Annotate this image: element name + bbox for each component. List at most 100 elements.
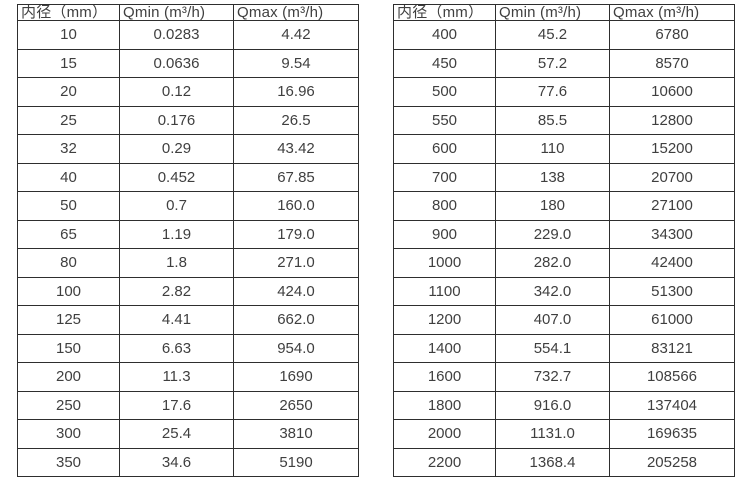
cell-diameter: 1600	[393, 362, 496, 392]
header-qmin: Qmin (m³/h)	[119, 4, 234, 21]
cell-qmax: 108566	[609, 362, 735, 392]
cell-diameter: 450	[393, 48, 496, 78]
table-body-large: 400 45.2 6780 450 57.2 8570 500 77.6 10600 550 85.…	[393, 20, 735, 477]
cell-qmin: 407.0	[495, 305, 610, 335]
cell-qmin: 85.5	[495, 105, 610, 135]
header-row: 内径（mm） Qmin (m³/h) Qmax (m³/h)	[17, 4, 359, 21]
cell-qmin: 25.4	[119, 419, 234, 449]
cell-qmax: 179.0	[233, 219, 359, 249]
table-row: 700 138 20700	[393, 162, 735, 192]
cell-qmax: 160.0	[233, 191, 359, 221]
cell-qmax: 137404	[609, 390, 735, 420]
cell-diameter: 15	[17, 48, 120, 78]
cell-qmax: 34300	[609, 219, 735, 249]
cell-qmax: 10600	[609, 77, 735, 107]
header-diameter: 内径（mm）	[393, 4, 496, 21]
cell-qmin: 1131.0	[495, 419, 610, 449]
cell-qmin: 77.6	[495, 77, 610, 107]
cell-qmax: 12800	[609, 105, 735, 135]
cell-diameter: 100	[17, 276, 120, 306]
cell-qmin: 342.0	[495, 276, 610, 306]
cell-qmax: 271.0	[233, 248, 359, 278]
cell-diameter: 800	[393, 191, 496, 221]
table-row: 40 0.452 67.85	[17, 162, 359, 192]
cell-qmax: 83121	[609, 333, 735, 363]
cell-qmax: 3810	[233, 419, 359, 449]
cell-qmax: 1690	[233, 362, 359, 392]
cell-diameter: 200	[17, 362, 120, 392]
table-row: 2200 1368.4 205258	[393, 447, 735, 477]
cell-qmax: 2650	[233, 390, 359, 420]
cell-diameter: 65	[17, 219, 120, 249]
cell-diameter: 900	[393, 219, 496, 249]
flow-table-small-diameters: 内径（mm） Qmin (m³/h) Qmax (m³/h) 10 0.0283 4…	[17, 4, 359, 477]
cell-qmin: 554.1	[495, 333, 610, 363]
cell-qmin: 4.41	[119, 305, 234, 335]
cell-qmax: 424.0	[233, 276, 359, 306]
flow-table-large-diameters: 内径（mm） Qmin (m³/h) Qmax (m³/h) 400 45.2 67…	[393, 4, 735, 477]
header-qmax: Qmax (m³/h)	[233, 4, 359, 21]
cell-qmin: 0.176	[119, 105, 234, 135]
cell-diameter: 20	[17, 77, 120, 107]
cell-qmax: 954.0	[233, 333, 359, 363]
table-row: 500 77.6 10600	[393, 77, 735, 107]
cell-diameter: 300	[17, 419, 120, 449]
table-row: 450 57.2 8570	[393, 48, 735, 78]
cell-qmin: 0.452	[119, 162, 234, 192]
cell-qmax: 169635	[609, 419, 735, 449]
table-row: 1100 342.0 51300	[393, 276, 735, 306]
cell-diameter: 1200	[393, 305, 496, 335]
table-row: 32 0.29 43.42	[17, 134, 359, 164]
cell-qmax: 662.0	[233, 305, 359, 335]
cell-qmin: 11.3	[119, 362, 234, 392]
table-row: 50 0.7 160.0	[17, 191, 359, 221]
cell-qmax: 5190	[233, 447, 359, 477]
cell-qmax: 205258	[609, 447, 735, 477]
cell-diameter: 25	[17, 105, 120, 135]
cell-qmax: 8570	[609, 48, 735, 78]
table-row: 2000 1131.0 169635	[393, 419, 735, 449]
cell-qmax: 9.54	[233, 48, 359, 78]
table-row: 15 0.0636 9.54	[17, 48, 359, 78]
cell-diameter: 600	[393, 134, 496, 164]
cell-qmin: 282.0	[495, 248, 610, 278]
table-row: 1200 407.0 61000	[393, 305, 735, 335]
cell-diameter: 1000	[393, 248, 496, 278]
cell-diameter: 10	[17, 20, 120, 50]
header-qmax: Qmax (m³/h)	[609, 4, 735, 21]
cell-diameter: 150	[17, 333, 120, 363]
table-row: 550 85.5 12800	[393, 105, 735, 135]
header-row: 内径（mm） Qmin (m³/h) Qmax (m³/h)	[393, 4, 735, 21]
table-row: 1600 732.7 108566	[393, 362, 735, 392]
cell-diameter: 50	[17, 191, 120, 221]
cell-qmin: 180	[495, 191, 610, 221]
cell-qmin: 1368.4	[495, 447, 610, 477]
cell-qmin: 229.0	[495, 219, 610, 249]
cell-qmax: 4.42	[233, 20, 359, 50]
cell-diameter: 40	[17, 162, 120, 192]
cell-diameter: 32	[17, 134, 120, 164]
header-diameter: 内径（mm）	[17, 4, 120, 21]
cell-qmin: 0.7	[119, 191, 234, 221]
cell-qmax: 20700	[609, 162, 735, 192]
table-row: 125 4.41 662.0	[17, 305, 359, 335]
table-row: 1400 554.1 83121	[393, 333, 735, 363]
table-row: 1800 916.0 137404	[393, 390, 735, 420]
cell-qmax: 67.85	[233, 162, 359, 192]
table-row: 80 1.8 271.0	[17, 248, 359, 278]
table-row: 150 6.63 954.0	[17, 333, 359, 363]
table-row: 100 2.82 424.0	[17, 276, 359, 306]
cell-diameter: 80	[17, 248, 120, 278]
cell-qmax: 27100	[609, 191, 735, 221]
cell-diameter: 350	[17, 447, 120, 477]
cell-qmax: 26.5	[233, 105, 359, 135]
cell-qmax: 61000	[609, 305, 735, 335]
table-row: 600 110 15200	[393, 134, 735, 164]
cell-qmin: 17.6	[119, 390, 234, 420]
table-row: 1000 282.0 42400	[393, 248, 735, 278]
cell-diameter: 500	[393, 77, 496, 107]
cell-qmin: 138	[495, 162, 610, 192]
cell-qmin: 1.8	[119, 248, 234, 278]
table-row: 300 25.4 3810	[17, 419, 359, 449]
